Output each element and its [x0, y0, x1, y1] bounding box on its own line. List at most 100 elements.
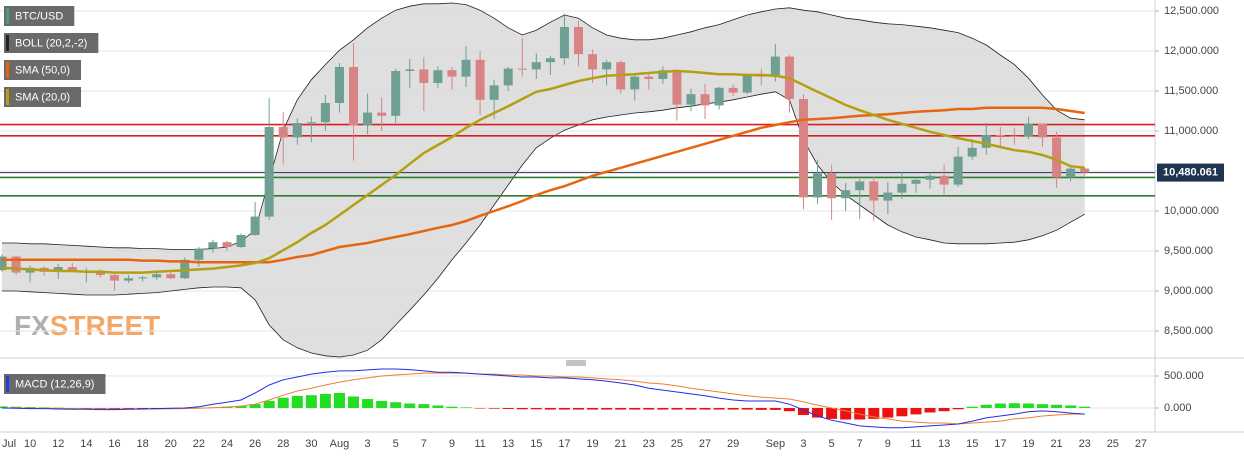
- candle-body: [320, 103, 330, 123]
- legend-box: [4, 33, 99, 53]
- histogram-bar: [418, 404, 430, 408]
- histogram-bar: [474, 408, 486, 409]
- candle-body: [630, 76, 640, 90]
- candle-body: [334, 67, 344, 103]
- legend-box: [4, 60, 82, 80]
- histogram-bar: [727, 408, 739, 410]
- histogram-bar: [24, 407, 36, 408]
- x-tick-label: 19: [1022, 438, 1034, 450]
- histogram-bar: [882, 408, 894, 418]
- band-lower: [2, 91, 1085, 358]
- legend-label: MACD (12,26,9): [15, 378, 94, 390]
- candle-body: [377, 112, 387, 116]
- histogram-bar: [868, 408, 880, 419]
- histogram-bar: [994, 403, 1006, 408]
- histogram-bar: [362, 399, 374, 408]
- histogram-bar: [277, 397, 289, 408]
- candle-body: [208, 242, 218, 249]
- histogram-bar: [137, 408, 149, 409]
- candle-body: [461, 59, 471, 77]
- x-tick-label: 29: [727, 438, 739, 450]
- band-upper: [2, 2, 1085, 250]
- histogram-bar: [840, 408, 852, 420]
- last-price-box: [1157, 163, 1224, 182]
- legend-item: SMA (20,0): [4, 87, 82, 107]
- x-tick-label: 30: [305, 438, 317, 450]
- histogram-bar: [319, 393, 331, 408]
- lines-layer: [1, 69, 1085, 429]
- x-tick-label: 20: [165, 438, 177, 450]
- y-tick-label: 12,000.000: [1164, 45, 1219, 57]
- candle-body: [602, 62, 612, 70]
- candle-body: [138, 277, 148, 279]
- candle-body: [53, 267, 63, 272]
- histogram-bar: [601, 408, 613, 410]
- legend-box: [4, 374, 106, 394]
- candle-body: [897, 183, 907, 193]
- y-tick-label: 8,500.000: [1164, 325, 1213, 337]
- legend-item: BOLL (20,2,-2): [4, 33, 99, 53]
- x-tick-label: 13: [502, 438, 514, 450]
- axis-layer: 8,500.000 9,000.000 9,500.000 10,000.000 10,…: [2, 5, 1224, 450]
- x-tick-label: 11: [474, 438, 485, 450]
- signal-line: [2, 372, 1085, 425]
- x-tick-label: 5: [829, 438, 835, 450]
- candle-body: [405, 69, 415, 71]
- candle-body: [489, 85, 499, 100]
- legend-swatch: [6, 8, 9, 24]
- histogram-bar: [123, 408, 135, 409]
- histogram-bar: [38, 407, 50, 408]
- candle-body: [813, 173, 823, 198]
- histogram-bar: [530, 408, 542, 410]
- x-tick-label: 23: [643, 438, 655, 450]
- candle-body: [447, 70, 457, 77]
- x-tick-label: 14: [80, 438, 92, 450]
- histogram-bar: [783, 408, 795, 412]
- candle-body: [827, 173, 837, 199]
- histogram-bar: [0, 406, 8, 408]
- histogram-bar: [713, 408, 725, 410]
- x-tick-label: 13: [938, 438, 950, 450]
- histogram-bar: [769, 408, 781, 410]
- candle-body: [419, 69, 429, 83]
- x-tick-label: 21: [1050, 438, 1062, 450]
- candle-body: [841, 190, 851, 199]
- drag-handle[interactable]: [566, 360, 586, 366]
- x-tick-label: 22: [193, 438, 205, 450]
- candle-body: [559, 27, 569, 59]
- candle-body: [222, 242, 232, 247]
- candle-body: [250, 216, 260, 235]
- candle-body: [855, 181, 865, 191]
- candle-body: [1009, 135, 1019, 137]
- candle-body: [953, 156, 963, 185]
- y-tick-label: 9,500.000: [1164, 245, 1213, 257]
- x-tick-label: 16: [108, 438, 120, 450]
- legend-swatch: [6, 35, 9, 51]
- watermark: FXSTREET: [14, 310, 160, 341]
- x-tick-label: 26: [249, 438, 261, 450]
- ma-line: [2, 106, 1085, 264]
- x-tick-label: 25: [671, 438, 683, 450]
- candle-body: [306, 122, 316, 124]
- x-tick-label: 25: [1107, 438, 1119, 450]
- histogram-bar: [305, 395, 317, 408]
- histogram-bar: [235, 406, 247, 408]
- histogram-bar: [460, 407, 472, 408]
- candle-body: [531, 62, 541, 70]
- histogram-bar: [573, 408, 584, 410]
- candle-body: [1052, 137, 1062, 178]
- candle-body: [545, 58, 555, 63]
- candle-body: [588, 54, 598, 70]
- candle-body: [67, 267, 77, 272]
- candle-body: [742, 74, 752, 93]
- x-tick-label: 12: [52, 438, 64, 450]
- histogram-bar: [755, 408, 767, 410]
- histogram-bar: [10, 406, 22, 408]
- x-tick-label: 11: [910, 438, 921, 450]
- candle-body: [574, 27, 583, 55]
- candle-body: [911, 179, 921, 184]
- histogram-bar: [333, 392, 345, 408]
- x-tick-label: Sep: [766, 438, 786, 450]
- legend-label: SMA (20,0): [15, 91, 70, 103]
- candle-body: [728, 87, 738, 93]
